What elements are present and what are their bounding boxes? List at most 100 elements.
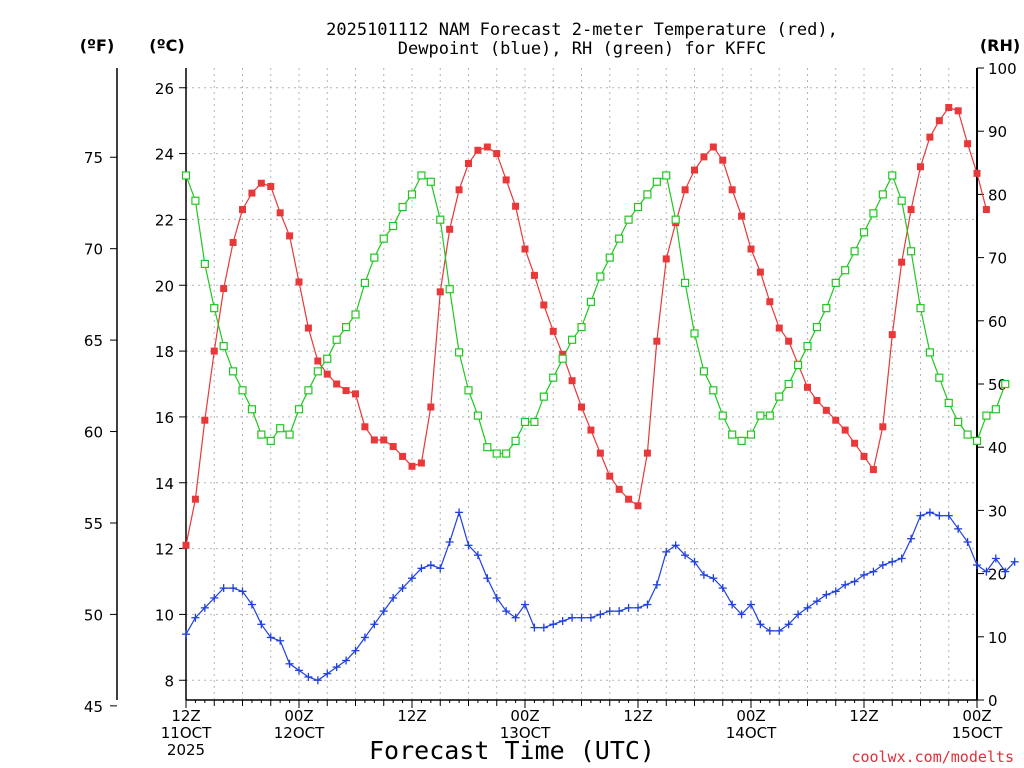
temperature-point [804,383,811,391]
dewpoint-point [577,613,586,622]
temperature-point [822,406,830,414]
temperature-point [973,169,981,177]
rh-point [793,360,803,370]
chart-title-line-2: Dewpoint (blue), RH (green) for KFFC [398,39,766,59]
dewpoint-point [247,600,256,609]
dewpoint-point [351,646,360,655]
dewpoint-point [285,659,294,668]
rh-point [511,436,520,445]
celsius-tick-label: 22 [155,211,174,229]
rh-point [662,171,671,180]
rh-point [643,190,652,199]
dewpoint-point [841,580,850,589]
dewpoint-point [332,663,341,672]
dewpoint-point [445,538,454,546]
rh-point [972,436,982,445]
temperature-point [785,337,793,345]
temperature-point [625,495,633,503]
celsius-tick-label: 26 [155,80,174,98]
dewpoint-point [775,626,784,635]
dewpoint-point [756,620,765,629]
rh-point [266,436,275,445]
dewpoint-point [455,508,464,517]
dewpoint-point [615,607,624,616]
temperature-point [615,485,623,493]
temperature-point [578,403,585,411]
temperature-point [408,462,416,470]
x-tick-label: 12Z [849,707,878,725]
rh-point [944,398,953,408]
temperature-point [502,176,510,184]
dewpoint-point [605,607,614,616]
rh-point [389,221,398,231]
rh-point [210,304,219,313]
rh-point [370,253,379,262]
rh-point [191,196,200,205]
x-tick-label: 00Z [284,707,313,725]
dewpoint-point [568,613,577,622]
rh-point [200,259,209,269]
rh-point [323,354,332,363]
rh-point [341,323,351,332]
dewpoint-point [690,557,699,566]
dewpoint-point [342,656,351,665]
dewpoint-point [699,570,708,579]
dewpoint-point [831,587,840,596]
dewpoint-point [991,554,1000,563]
dewpoint-point [718,584,727,593]
rh-point [464,386,473,395]
dewpoint-point [191,613,200,622]
temperature-point [719,156,727,164]
dewpoint-point [634,603,642,612]
rh-point [473,411,483,420]
dewpoint-point [869,567,878,576]
dewpoint-point [473,551,482,560]
dewpoint-point [295,666,303,675]
temperature-point [709,143,717,151]
rh-point [699,367,709,376]
dewpoint-point [737,610,746,619]
dewpoint-point [530,623,539,632]
dewpoint-point [257,620,266,629]
temperature-point [898,258,906,266]
temperature-point [653,337,661,345]
temperature-point [239,206,246,214]
rh-point [285,430,294,439]
dewpoint-point [200,603,209,612]
rh-point [728,430,737,439]
temperature-point [540,301,548,309]
temperature-point [286,232,294,240]
temperature-point [220,285,228,293]
temperature-point [455,186,463,194]
rh-point [812,323,822,332]
rh-point [906,247,916,256]
rh-point [746,430,756,439]
x-tick-label: 00Z [736,707,765,725]
rh-tick-label: 10 [988,629,1007,647]
temperature-point [879,423,887,431]
dewpoint-point [360,633,369,642]
rh-point [577,323,586,332]
tick-labels: 8 10 12 14 16 18 20 22 24 26 45 50 55 60 65 70 75 0 10 20 30… [84,60,1017,759]
dewpoint-point [502,607,511,616]
temperature-point [276,209,284,217]
rh-tick-label: 70 [988,250,1007,268]
x-tick-label: 13OCT [500,724,551,742]
dewpoint-point [276,636,285,645]
dewpoint-point [266,633,275,642]
x-tick-label: 12Z [171,707,200,725]
rh-point [850,247,859,256]
temperature-point [304,324,312,332]
rh-point [276,424,285,433]
dewpoint-point [925,508,934,517]
temperature-point [512,202,520,210]
rh-point [483,443,492,452]
temperature-point [945,104,953,111]
dewpoint-point [728,600,737,609]
dewpoint-point [389,593,398,602]
dewpoint-point [483,574,492,583]
rh-point [181,171,191,180]
credit-link[interactable]: coolwx.com/modelts [851,748,1014,766]
rh-point [332,335,341,344]
